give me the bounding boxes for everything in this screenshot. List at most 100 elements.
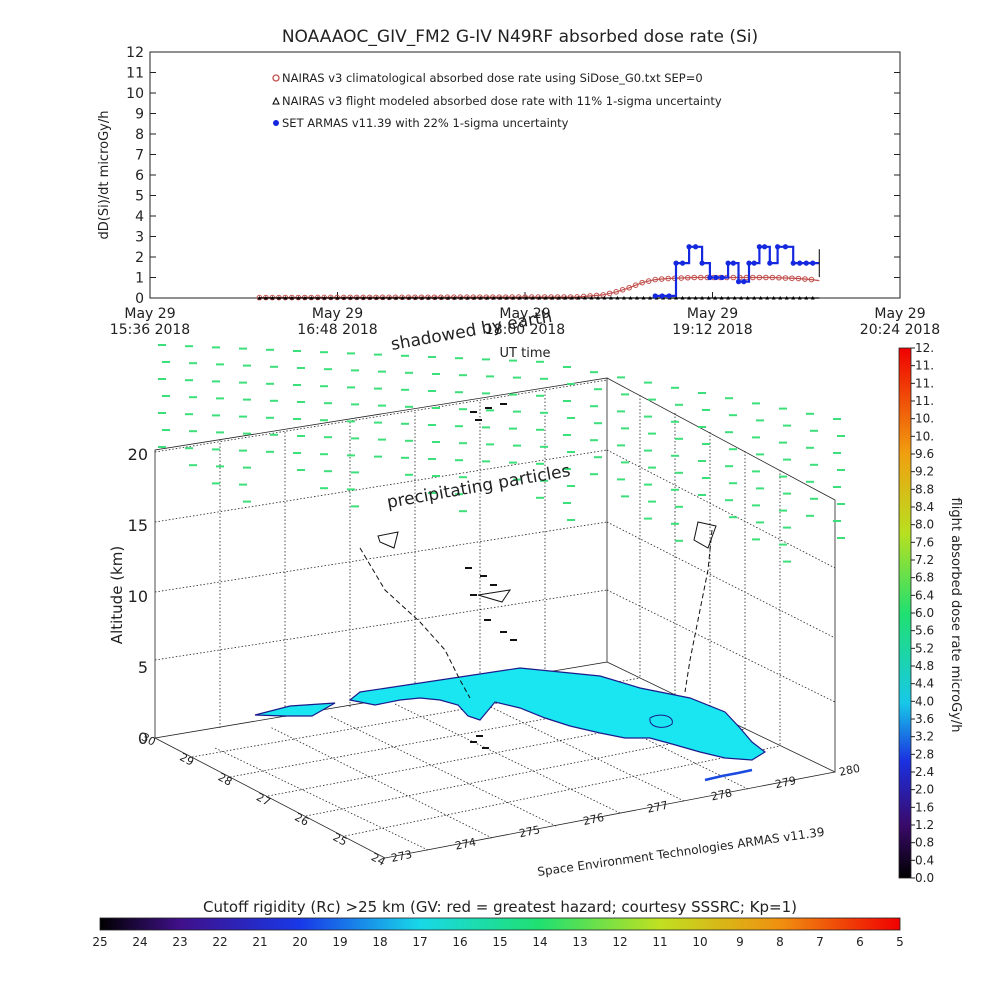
modeled-point bbox=[765, 296, 770, 300]
dose-colorbar-tick-label: 0.8 bbox=[915, 836, 934, 850]
dose-colorbar-tick-label: 6.4 bbox=[915, 588, 934, 602]
climatological-point bbox=[763, 274, 769, 281]
rigidity-title: Cutoff rigidity (Rc) >25 km (GV: red = g… bbox=[203, 898, 797, 916]
latitude-tick-label: 28 bbox=[216, 771, 234, 789]
climatological-point bbox=[730, 274, 737, 281]
y-tick-label: 1 bbox=[135, 271, 144, 287]
modeled-point bbox=[361, 296, 366, 300]
rigidity-tick-label: 18 bbox=[372, 935, 387, 949]
modeled-point bbox=[713, 296, 718, 300]
armas-point bbox=[719, 274, 725, 281]
modeled-point bbox=[413, 296, 418, 300]
armas-point bbox=[775, 244, 781, 250]
modeled-point bbox=[726, 296, 731, 300]
climatological-point bbox=[789, 275, 795, 282]
dose-colorbar-tick-label: 5.2 bbox=[915, 641, 934, 655]
x-tick-label-date: May 29 bbox=[874, 306, 925, 322]
modeled-point bbox=[804, 296, 809, 300]
modeled-point bbox=[595, 296, 600, 300]
legend-item-armas: SET ARMAS v11.39 with 22% 1-sigma uncert… bbox=[273, 116, 569, 130]
modeled-point bbox=[387, 296, 392, 300]
modeled-point bbox=[771, 296, 776, 300]
modeled-point bbox=[498, 296, 503, 300]
dose-colorbar-tick-label: 3.6 bbox=[915, 712, 934, 726]
altitude-tick-label: 20 bbox=[128, 445, 148, 464]
climatological-point bbox=[639, 279, 645, 286]
modeled-point bbox=[530, 296, 535, 300]
climatological-point bbox=[418, 294, 425, 301]
modeled-point bbox=[693, 296, 698, 300]
altitude-axis-label: Altitude (km) bbox=[108, 546, 126, 644]
y-tick-label: 9 bbox=[135, 107, 144, 123]
longitude-tick-label: 278 bbox=[710, 786, 733, 803]
y-tick-label: 2 bbox=[135, 250, 144, 266]
modeled-point bbox=[674, 296, 679, 300]
modeled-point bbox=[641, 296, 646, 300]
flight-box-mid bbox=[477, 589, 512, 603]
rigidity-tick-label: 8 bbox=[776, 935, 784, 949]
modeled-point bbox=[485, 296, 490, 300]
modeled-point bbox=[810, 296, 815, 300]
modeled-point bbox=[478, 296, 483, 300]
armas-point bbox=[756, 244, 762, 250]
climatological-point bbox=[795, 275, 802, 282]
armas-point bbox=[686, 244, 692, 250]
modeled-point bbox=[491, 296, 496, 300]
flight-box-east bbox=[693, 521, 717, 549]
latitude-tick-label: 25 bbox=[331, 831, 349, 849]
legend-item-climatological: NAIRAS v3 climatological absorbed dose r… bbox=[272, 71, 703, 85]
flight-path bbox=[359, 521, 717, 699]
legend-label-modeled: NAIRAS v3 flight modeled absorbed dose r… bbox=[282, 94, 722, 108]
back-wall-grid bbox=[154, 379, 608, 728]
rigidity-tick-label: 23 bbox=[172, 935, 187, 949]
dose-colorbar-tick-label: 6.8 bbox=[915, 571, 934, 585]
armas-point bbox=[699, 260, 705, 266]
dose-colorbar-tick-label: 8.0 bbox=[915, 518, 934, 532]
climatological-point bbox=[756, 274, 763, 281]
armas-point bbox=[751, 260, 757, 266]
rigidity-tick-label: 9 bbox=[736, 935, 744, 949]
modeled-point bbox=[368, 296, 373, 300]
climatological-point bbox=[379, 294, 386, 301]
modeled-point bbox=[400, 296, 405, 300]
florida-panhandle bbox=[254, 702, 336, 717]
climatological-point bbox=[438, 294, 444, 301]
rigidity-tick-label: 21 bbox=[252, 935, 267, 949]
dose-colorbar-tick-label: 11. bbox=[915, 394, 934, 408]
dose-colorbar-tick-label: 11. bbox=[915, 376, 934, 390]
modeled-point bbox=[328, 296, 333, 300]
modeled-point bbox=[439, 296, 444, 300]
x-tick-label-time: 15:36 2018 bbox=[110, 322, 190, 338]
climatological-point bbox=[405, 294, 412, 301]
modeled-point bbox=[739, 296, 744, 300]
flight-path-west bbox=[359, 547, 471, 699]
timeseries-x-axis-label: UT time bbox=[500, 346, 551, 361]
armas-point bbox=[797, 260, 803, 266]
armas-point bbox=[707, 274, 713, 281]
climatological-point bbox=[619, 287, 626, 293]
climatological-point bbox=[399, 294, 405, 301]
climatological-point bbox=[386, 294, 392, 301]
rigidity-tick-label: 16 bbox=[452, 935, 467, 949]
dose-colorbar-tick-label: 8.8 bbox=[915, 482, 934, 496]
rigidity-ticks: 25 24 23 22 21 20 19 18 17 16 15 14 13 12 11 10 9 8 7 6 5 bbox=[92, 935, 903, 949]
modeled-point bbox=[758, 296, 763, 300]
climatological-point bbox=[425, 294, 431, 301]
modeled-point bbox=[355, 296, 360, 300]
armas-point bbox=[746, 260, 752, 266]
modeled-point bbox=[446, 296, 451, 300]
rigidity-tick-label: 15 bbox=[492, 935, 507, 949]
modeled-point bbox=[563, 296, 568, 300]
modeled-point bbox=[459, 296, 464, 300]
figure-title: NOAAAOC_GIV_FM2 G-IV N49RF absorbed dose… bbox=[282, 27, 758, 47]
profile-footer-credit: Space Environment Technologies ARMAS v11… bbox=[536, 825, 825, 879]
latitude-tick-label: 26 bbox=[292, 811, 310, 829]
longitude-tick-label: 274 bbox=[454, 836, 477, 853]
modeled-point bbox=[465, 296, 470, 300]
climatological-point bbox=[678, 275, 685, 281]
climatological-point bbox=[392, 294, 399, 301]
modeled-point bbox=[511, 296, 516, 300]
modeled-point bbox=[335, 296, 340, 300]
rigidity-gradient bbox=[99, 917, 901, 931]
